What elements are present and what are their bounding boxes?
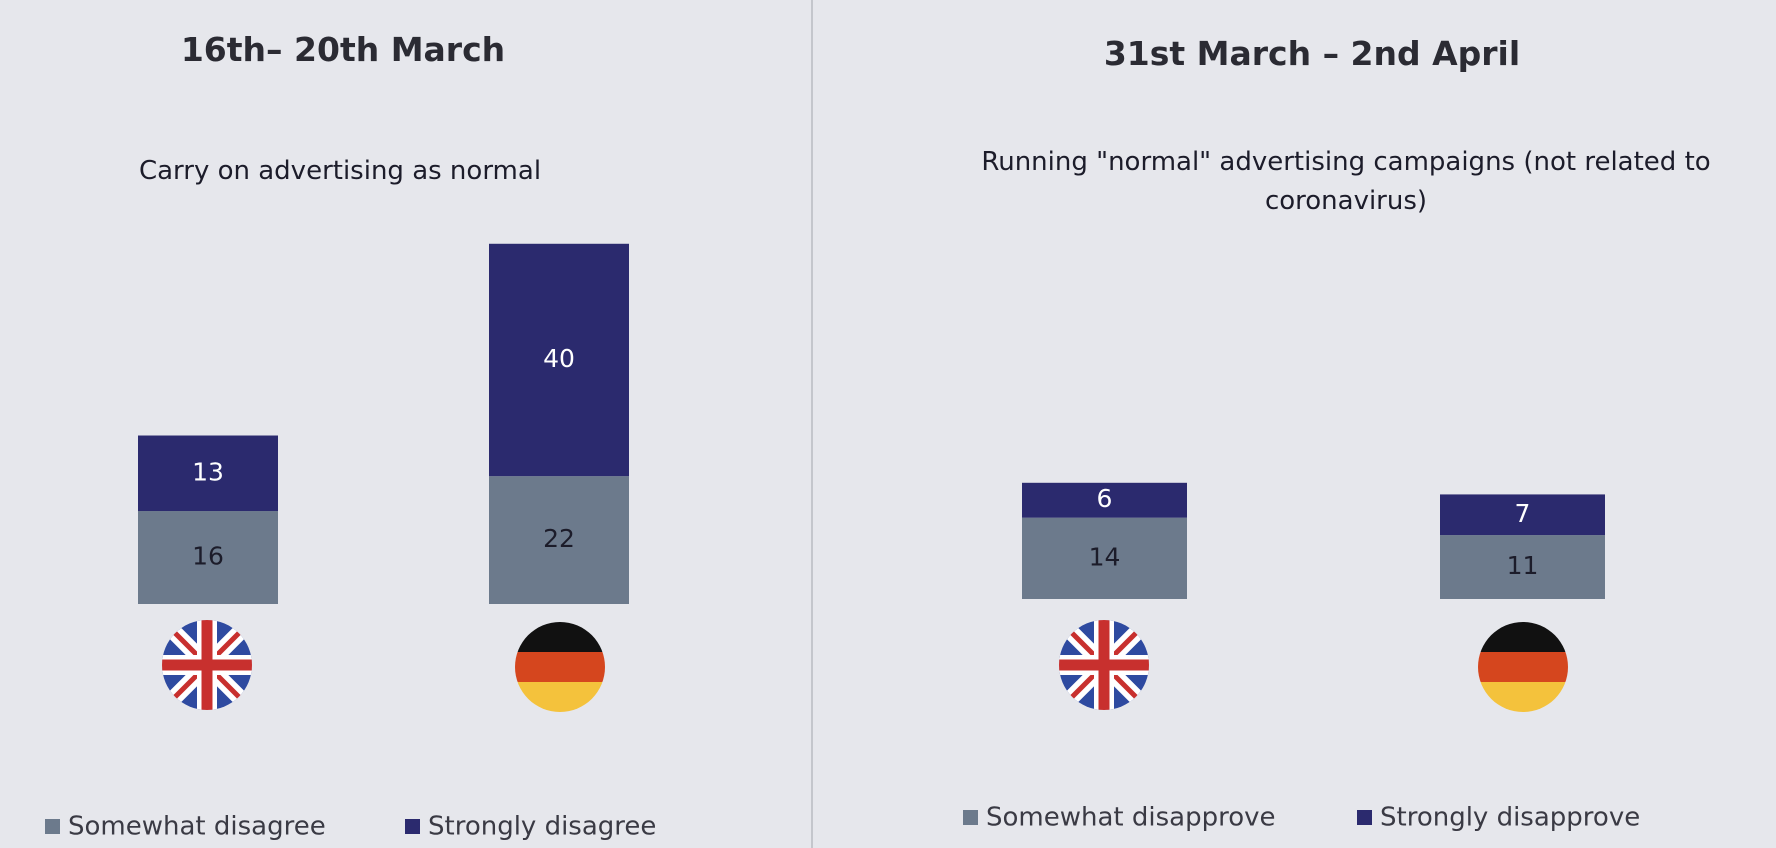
legend-label: Somewhat disapprove (986, 803, 1276, 833)
bar-segment (1022, 482, 1187, 518)
data-label: 14 (1089, 542, 1121, 571)
bar-segment (1022, 517, 1187, 599)
legend-label: Strongly disagree (428, 812, 656, 842)
data-label: 16 (192, 542, 224, 571)
legend-swatch (1357, 810, 1372, 825)
data-label: 6 (1097, 484, 1113, 513)
chart-subtitle: Carry on advertising as normal (138, 156, 542, 186)
legend-swatch (405, 819, 420, 834)
flag-uk (1059, 620, 1149, 710)
bar-segment (489, 476, 629, 604)
data-label: 40 (543, 344, 575, 373)
data-label: 13 (192, 457, 224, 486)
legend-swatch (45, 819, 60, 834)
bar-segment (1440, 535, 1605, 599)
legend-swatch (963, 810, 978, 825)
bar-segment (138, 435, 278, 512)
chart-subtitle: Running "normal" advertising campaigns (… (981, 147, 1711, 216)
data-label: 22 (543, 524, 575, 553)
legend-label: Somewhat disagree (68, 812, 326, 842)
bar-segment (1440, 494, 1605, 536)
data-label: 7 (1515, 499, 1531, 528)
chart-title: 31st March – 2nd April (1103, 34, 1521, 73)
legend-label: Strongly disapprove (1380, 803, 1640, 833)
flag-uk (162, 620, 252, 710)
flag-germany (515, 622, 605, 712)
chart-title: 16th– 20th March (180, 30, 506, 69)
data-label: 11 (1507, 551, 1539, 580)
bar-segment (489, 243, 629, 477)
flag-germany (1478, 622, 1568, 712)
bar-segment (138, 511, 278, 604)
